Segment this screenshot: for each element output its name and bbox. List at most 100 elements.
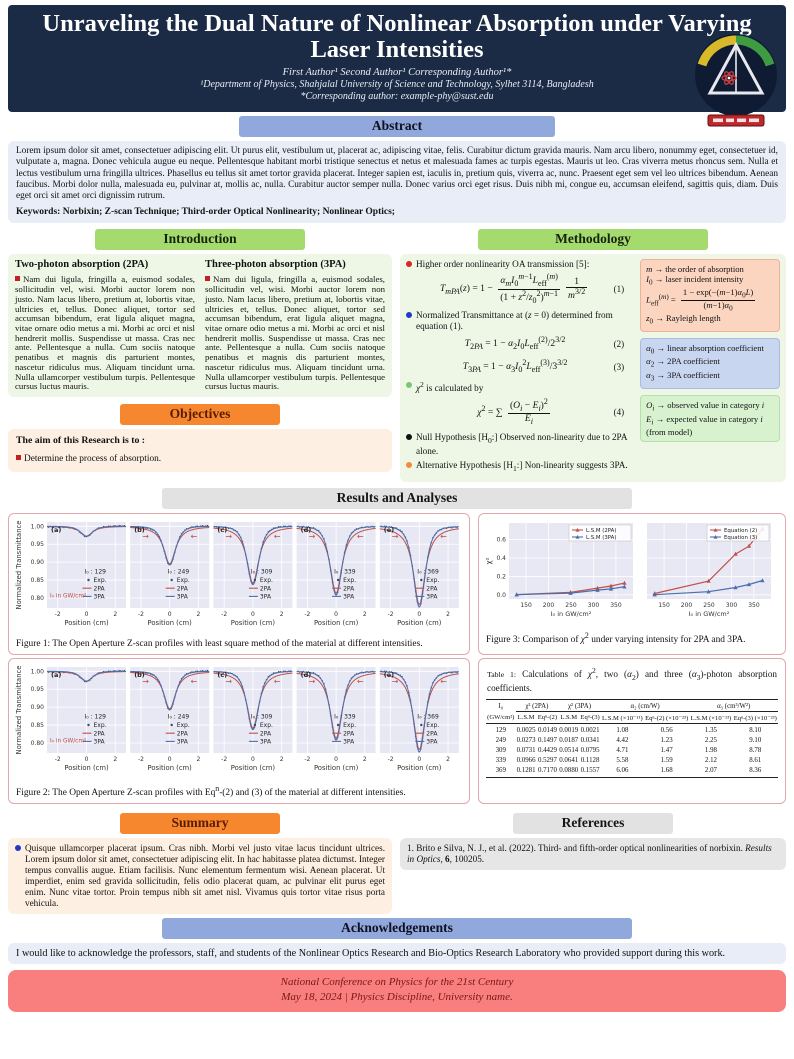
summary-heading: Summary <box>120 812 280 834</box>
svg-text:I₀ : 249: I₀ : 249 <box>168 713 190 720</box>
figure3-box: L.S.M (2PA) L.S.M (3PA) 150 200 250 300 350 I₀ … <box>478 512 786 655</box>
summary-body: Quisque ullamcorper placerat ipsum. Cras… <box>8 837 392 914</box>
svg-text:Exp.: Exp. <box>177 577 190 584</box>
svg-text:→: → <box>142 677 149 686</box>
svg-text:←: ← <box>190 677 197 686</box>
svg-text:←: ← <box>274 677 281 686</box>
svg-text:3PA: 3PA <box>177 594 189 601</box>
svg-text:→: → <box>309 532 316 541</box>
objectives-item: Determine the process of absorption. <box>24 453 162 464</box>
svg-text:0.90: 0.90 <box>31 559 45 566</box>
equation-3-number: (3) <box>613 361 625 372</box>
svg-text:2PA: 2PA <box>177 730 189 737</box>
svg-text:→: → <box>392 532 399 541</box>
table1-caption: Table 1: Calculations of χ2, two (α2) an… <box>487 665 778 694</box>
svg-text:0: 0 <box>251 611 255 618</box>
svg-text:2PA: 2PA <box>343 585 355 592</box>
results-heading: Results and Analyses <box>162 487 632 509</box>
summary-text: Quisque ullamcorper placerat ipsum. Cras… <box>25 842 385 908</box>
figure3-caption: Figure 3: Comparison of χ2 under varying… <box>486 630 746 646</box>
methodology-notes: m → the order of absorption I0 → laser in… <box>640 258 780 477</box>
svg-text:Position (cm): Position (cm) <box>148 619 193 627</box>
svg-text:(b): (b) <box>134 526 145 534</box>
svg-text:3PA: 3PA <box>94 738 106 745</box>
equation-3: T3PA = 1 − α3I02Leff(3)/33/2 <box>462 357 568 374</box>
svg-text:χ²: χ² <box>485 557 493 564</box>
svg-text:(a): (a) <box>51 526 61 534</box>
svg-text:2PA: 2PA <box>177 585 189 592</box>
svg-text:Exp.: Exp. <box>426 577 439 584</box>
svg-text:-2: -2 <box>388 611 394 618</box>
equation-2: T2PA = 1 − α2I0Leff(2)/23/2 <box>464 335 566 352</box>
svg-text:I₀ in GW/cm²: I₀ in GW/cm² <box>50 737 86 744</box>
svg-text:0: 0 <box>334 756 338 763</box>
intro-3pa-text: Nam dui ligula, fringilla a, euismod sod… <box>205 274 385 392</box>
figure2-box: (a) I₀ : 129 Exp. 2PA 3PA I₀ in GW/cm² -2 0 2 Pos… <box>8 657 470 804</box>
acknowledgements-heading: Acknowledgements <box>162 917 632 939</box>
svg-text:1.00: 1.00 <box>31 523 45 530</box>
left-column: Introduction Two-photon absorption (2PA)… <box>8 225 392 472</box>
svg-text:0.0: 0.0 <box>496 592 506 599</box>
svg-text:0.6: 0.6 <box>496 537 506 544</box>
introduction-heading: Introduction <box>95 228 305 250</box>
bullet-dot-icon <box>406 312 412 319</box>
svg-text:Position (cm): Position (cm) <box>148 764 193 772</box>
svg-text:2: 2 <box>280 611 284 618</box>
intro-2pa-heading: Two-photon absorption (2PA) <box>15 258 149 270</box>
svg-text:←: ← <box>357 532 364 541</box>
introduction-body: Two-photon absorption (2PA) Nam dui ligu… <box>8 253 392 397</box>
svg-text:→: → <box>225 532 232 541</box>
svg-text:250: 250 <box>703 602 715 609</box>
svg-text:I₀ in GW/cm²: I₀ in GW/cm² <box>689 610 730 618</box>
svg-text:300: 300 <box>726 602 738 609</box>
svg-text:Normalized Transmittance: Normalized Transmittance <box>15 665 23 754</box>
svg-text:2: 2 <box>197 756 201 763</box>
svg-text:(a): (a) <box>51 671 61 679</box>
bullet-dot-icon <box>15 844 21 851</box>
equation-4: χ2 = ∑ (Oi − Ei)2 Ei <box>477 397 550 427</box>
method-item-4: Null Hypothesis [H0:] Observed non-linea… <box>416 431 627 457</box>
footer-line1: National Conference on Physics for the 2… <box>280 975 514 988</box>
figure1-plot: (a) I₀ : 129 Exp. 2PA 3PA I₀ in GW/cm² -2 0 2 Pos… <box>13 517 465 637</box>
bullet-dot-icon <box>406 382 412 389</box>
summary-column: Summary Quisque ullamcorper placerat ips… <box>8 809 392 914</box>
references-body: 1. Brito e Silva, N. J., et al. (2022). … <box>400 837 786 870</box>
figure1-box: (a) I₀ : 129 Exp. 2PA 3PA I₀ in GW/cm² -2 0 2 Pos… <box>8 512 470 655</box>
svg-text:→: → <box>225 677 232 686</box>
svg-text:←: ← <box>440 532 447 541</box>
svg-text:-2: -2 <box>138 611 144 618</box>
authors-line: First Author¹ Second Author¹ Correspondi… <box>282 66 512 78</box>
svg-text:Position (cm): Position (cm) <box>64 764 109 772</box>
methodology-body: Higher order nonlinearity OA transmissio… <box>400 253 786 482</box>
methodology-equations: Higher order nonlinearity OA transmissio… <box>406 259 634 477</box>
svg-text:Position (cm): Position (cm) <box>397 764 442 772</box>
svg-text:(e): (e) <box>384 526 394 534</box>
svg-text:3PA: 3PA <box>343 594 355 601</box>
svg-text:2: 2 <box>446 756 450 763</box>
svg-text:Position (cm): Position (cm) <box>314 764 359 772</box>
svg-text:1.00: 1.00 <box>31 668 45 675</box>
svg-text:0: 0 <box>251 756 255 763</box>
figure3-plot: L.S.M (2PA) L.S.M (3PA) 150 200 250 300 350 I₀ … <box>483 517 781 629</box>
svg-text:3PA: 3PA <box>177 738 189 745</box>
svg-text:Equation (2): Equation (2) <box>724 528 757 534</box>
svg-text:Exp.: Exp. <box>260 722 273 729</box>
svg-text:I₀ : 129: I₀ : 129 <box>85 569 107 576</box>
method-item-5: Alternative Hypothesis [H1:] Non-lineari… <box>416 459 628 473</box>
svg-text:2PA: 2PA <box>94 730 106 737</box>
svg-text:(d): (d) <box>301 526 312 534</box>
table1-box: Table 1: Calculations of χ2, two (α2) an… <box>478 657 786 804</box>
svg-text:0: 0 <box>417 756 421 763</box>
svg-text:2: 2 <box>363 611 367 618</box>
svg-text:2: 2 <box>113 611 117 618</box>
svg-text:2PA: 2PA <box>260 585 272 592</box>
svg-text:I₀ : 129: I₀ : 129 <box>85 713 107 720</box>
reference-item: 1. Brito e Silva, N. J., et al. (2022). … <box>407 842 772 864</box>
svg-text:200: 200 <box>681 602 693 609</box>
svg-text:Exp.: Exp. <box>260 577 273 584</box>
abstract-text: Lorem ipsum dolor sit amet, consectetuer… <box>16 146 778 202</box>
references-heading: References <box>513 812 673 834</box>
page-title: Unraveling the Dual Nature of Nonlinear … <box>42 10 752 64</box>
svg-text:I₀ : 369: I₀ : 369 <box>417 569 439 576</box>
svg-text:0.85: 0.85 <box>31 577 45 584</box>
